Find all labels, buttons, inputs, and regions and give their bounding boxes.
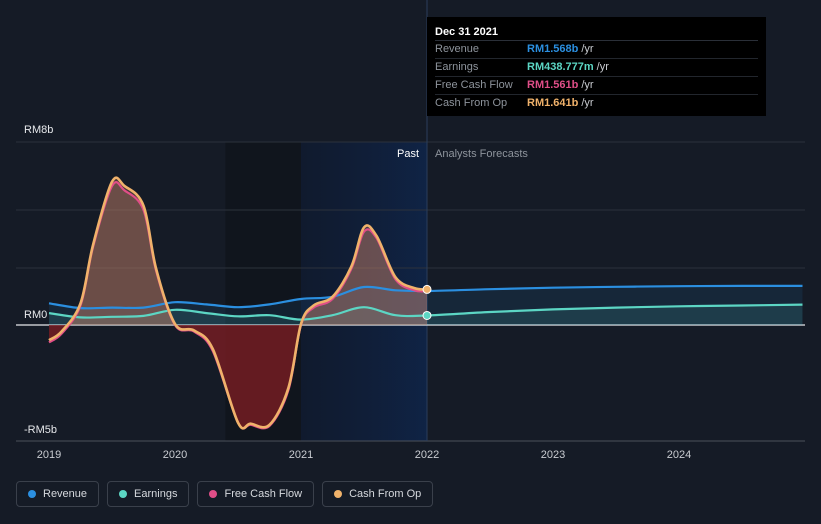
tooltip-label: Cash From Op — [435, 97, 508, 109]
area-earnings — [49, 304, 803, 325]
past-label: Past — [397, 148, 419, 160]
legend-label: Earnings — [134, 488, 178, 500]
x-tick-label: 2022 — [415, 449, 439, 461]
tooltip-label: Revenue — [435, 43, 480, 55]
tooltip-value: RM438.777m — [527, 61, 594, 73]
legend-dot-icon — [209, 490, 218, 498]
x-tick-label: 2021 — [289, 449, 313, 461]
forecast-label: Analysts Forecasts — [435, 148, 528, 160]
y-axis-bottom-label: -RM5b — [24, 424, 57, 436]
legend-label: Free Cash Flow — [224, 488, 303, 500]
tooltip-unit: /yr — [596, 61, 609, 73]
y-axis-zero-label: RM0 — [24, 309, 47, 321]
point-earnings — [422, 310, 432, 320]
tooltip-value: RM1.561b — [527, 79, 579, 91]
line-earnings — [48, 303, 803, 321]
x-tick-label: 2023 — [541, 449, 565, 461]
legend-item-cash-from-op[interactable]: Cash From Op — [322, 481, 434, 507]
x-tick-label: 2024 — [667, 449, 691, 461]
legend-label: Revenue — [43, 488, 88, 500]
tooltip-panel: Dec 31 2021 Revenue RM1.568b /yr Earning… — [427, 17, 766, 116]
tooltip-unit: /yr — [581, 43, 594, 55]
legend-item-free-cash-flow[interactable]: Free Cash Flow — [197, 481, 315, 507]
legend-label: Cash From Op — [349, 488, 422, 500]
tooltip-value: RM1.641b — [527, 97, 579, 109]
legend-item-revenue[interactable]: Revenue — [16, 481, 100, 507]
x-tick-label: 2020 — [163, 449, 187, 461]
x-tick-label: 2019 — [37, 449, 61, 461]
line-cash-from-op — [48, 176, 428, 430]
tooltip-row-cash-from-op: Cash From Op RM1.641b /yr — [435, 95, 758, 112]
tooltip-label: Free Cash Flow — [435, 79, 513, 91]
tooltip-row-free-cash-flow: Free Cash Flow RM1.561b /yr — [435, 77, 758, 95]
tooltip-row-earnings: Earnings RM438.777m /yr — [435, 59, 758, 77]
y-axis-top-label: RM8b — [24, 124, 53, 136]
legend-item-earnings[interactable]: Earnings — [107, 481, 190, 507]
tooltip-unit: /yr — [581, 97, 594, 109]
tooltip-label: Earnings — [435, 61, 479, 73]
tooltip-date: Dec 31 2021 — [435, 24, 758, 41]
legend: Revenue Earnings Free Cash Flow Cash Fro… — [16, 481, 434, 507]
area-positive-free-cash-flow — [49, 182, 427, 325]
tooltip-value: RM1.568b — [527, 43, 579, 55]
tooltip-row-revenue: Revenue RM1.568b /yr — [435, 41, 758, 59]
tooltip-unit: /yr — [581, 79, 594, 91]
legend-dot-icon — [119, 490, 128, 498]
legend-dot-icon — [28, 490, 36, 498]
area-positive-cash-from-op — [49, 177, 427, 325]
point-cash-from-op — [422, 284, 432, 294]
legend-dot-icon — [334, 490, 343, 498]
area-negative-cash-from-op — [49, 325, 427, 429]
